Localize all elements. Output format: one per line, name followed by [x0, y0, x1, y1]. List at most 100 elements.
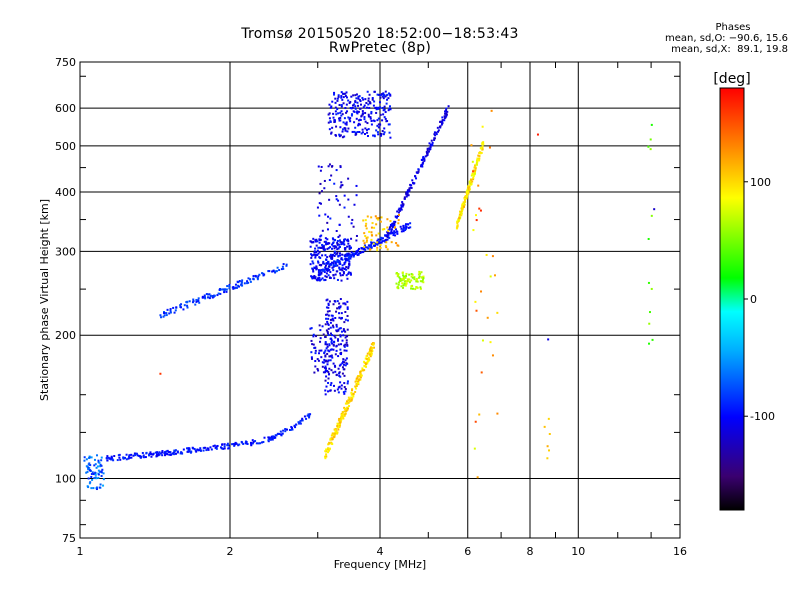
f-scatter-point [355, 194, 358, 197]
x-trace-low-point [370, 346, 373, 349]
f-layer-point [318, 238, 321, 241]
o-trace-low-point [195, 450, 198, 453]
f-steep-point [421, 162, 424, 165]
x-trace-upper-point [478, 155, 481, 158]
f-top-point [334, 134, 337, 137]
o-trace-start-point [100, 470, 103, 473]
o-trace-f-point [191, 301, 194, 304]
f-top-point [373, 90, 376, 93]
f1-cusp-point [332, 371, 335, 374]
f-scatter-point [336, 240, 339, 243]
x-trace-mid-point [386, 226, 389, 229]
f-layer-trace-point [390, 230, 393, 233]
o-trace-f-point [168, 312, 171, 315]
data-points [83, 90, 656, 491]
f1-cusp-point [336, 388, 339, 391]
x-trace-mid-point [371, 234, 374, 237]
o-trace-start-point [85, 465, 88, 468]
stray-point [474, 300, 477, 303]
f-layer-trace-point [363, 246, 366, 249]
f-layer-trace-point [380, 236, 383, 239]
o-trace-f-point [256, 278, 259, 281]
f-layer-trace-point [324, 266, 327, 269]
f1-cusp-point [340, 384, 343, 387]
o-trace-f-point [211, 296, 214, 299]
o-trace-f-point [281, 265, 284, 268]
stray-point [649, 138, 652, 141]
o-trace-low-point [165, 450, 168, 453]
f-top-point [338, 103, 341, 106]
f-layer-point [317, 246, 320, 249]
x-trace-f-point [410, 275, 413, 278]
x-trace-upper-point [480, 147, 483, 150]
f-top-point [383, 131, 386, 134]
x-trace-mid-point [377, 217, 380, 220]
x-trace-upper-point [463, 199, 466, 202]
f-steep-point [394, 215, 397, 218]
f-layer-trace-point [393, 232, 396, 235]
x-trace-upper-point [481, 145, 484, 148]
x-trace-low-point [334, 429, 337, 432]
o-trace-f-point [240, 284, 243, 287]
phase-statistics: Phases mean, sd,O: −90.6, 15.6 mean, sd,… [638, 22, 788, 55]
x-trace-upper-point [470, 174, 473, 177]
f-top-point [350, 114, 353, 117]
f1-cusp-point [342, 360, 345, 363]
f-steep-point [420, 158, 423, 161]
f-layer-point [322, 244, 325, 247]
f-layer-point [346, 239, 349, 242]
o-trace-start-point [96, 454, 99, 457]
stray-point [491, 354, 494, 357]
o-trace-f-point [186, 306, 189, 309]
o-trace-low-point [125, 458, 128, 461]
f-layer-trace-point [345, 257, 348, 260]
f-steep-point [428, 142, 431, 145]
x-trace-low-point [337, 426, 340, 429]
plot-frame [79, 61, 681, 539]
f-top-point [370, 110, 373, 113]
f-top-point [363, 116, 366, 119]
x-trace-low-point [351, 388, 354, 391]
colorbar-tick-label: 0 [750, 293, 757, 306]
f-steep-point [396, 210, 399, 213]
f-steep-point [400, 204, 403, 207]
f-steep-point [410, 184, 413, 187]
f-steep-point [400, 205, 403, 208]
x-trace-low-point [370, 349, 373, 352]
o-trace-start-point [97, 476, 100, 479]
f-top-point [337, 94, 340, 97]
f1-cusp-point [318, 324, 321, 327]
f-layer-trace-point [357, 247, 360, 250]
f1-cusp-point [324, 341, 327, 344]
o-trace-low-point [113, 455, 116, 458]
colorbar-gradient [719, 87, 745, 511]
f-layer-point [350, 246, 353, 249]
stray-point [548, 449, 551, 452]
f-top-point [366, 90, 369, 93]
stray-point [648, 342, 651, 345]
f-layer-point [320, 271, 323, 274]
o-trace-low-point [251, 439, 254, 442]
o-trace-low-point [199, 447, 202, 450]
f-layer-trace-point [349, 254, 352, 257]
o-trace-start-point [99, 465, 102, 468]
f-layer-trace-point [387, 234, 390, 237]
f1-cusp-point [324, 354, 327, 357]
f-top-point [379, 96, 382, 99]
f-top-point [364, 98, 367, 101]
x-trace-f-point [411, 287, 414, 290]
f1-cusp-point [327, 373, 330, 376]
f-layer-point [326, 256, 329, 259]
f-layer-point [342, 271, 345, 274]
y-tick-label: 500 [55, 140, 76, 153]
f1-cusp-point [334, 353, 337, 356]
f-layer-trace-point [346, 259, 349, 262]
f-scatter-point [341, 184, 344, 187]
x-trace-f-point [419, 280, 422, 283]
f1-cusp-point [346, 380, 349, 383]
o-trace-low-point [191, 446, 194, 449]
o-trace-low-point [252, 440, 255, 443]
o-trace-low-point [190, 450, 193, 453]
f-layer-trace-point [370, 242, 373, 245]
f-scatter-point [339, 166, 342, 169]
